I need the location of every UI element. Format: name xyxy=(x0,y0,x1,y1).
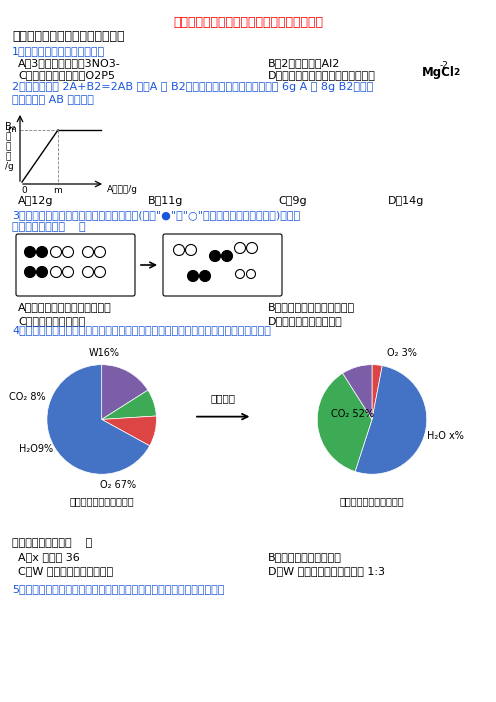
Wedge shape xyxy=(102,416,156,446)
Text: MgCl: MgCl xyxy=(422,66,455,79)
Text: 一、初中化学质量守恒定律选择题: 一、初中化学质量守恒定律选择题 xyxy=(12,30,124,43)
Text: 0: 0 xyxy=(21,186,27,195)
Text: B．该反应属于化合反应: B．该反应属于化合反应 xyxy=(268,552,342,562)
FancyBboxPatch shape xyxy=(163,234,282,296)
Text: m: m xyxy=(7,126,16,135)
Text: B．反应后分子种类没有改变: B．反应后分子种类没有改变 xyxy=(268,302,355,312)
Text: A的质量/g: A的质量/g xyxy=(107,185,138,194)
Text: C．W 由碳、氢两种元素组成: C．W 由碳、氢两种元素组成 xyxy=(18,566,113,576)
Circle shape xyxy=(199,270,210,282)
Wedge shape xyxy=(47,364,150,474)
Wedge shape xyxy=(343,364,372,419)
Text: 初三化学质量守恒定律培优达标检测卷含答案: 初三化学质量守恒定律培优达标检测卷含答案 xyxy=(173,16,323,29)
Text: H₂O9%: H₂O9% xyxy=(19,444,53,454)
Wedge shape xyxy=(372,364,382,419)
Text: CO₂ 8%: CO₂ 8% xyxy=(9,392,46,402)
Circle shape xyxy=(236,270,245,279)
Circle shape xyxy=(82,246,94,258)
Text: O₂ 67%: O₂ 67% xyxy=(100,480,136,490)
Wedge shape xyxy=(355,366,427,474)
Text: D．14g: D．14g xyxy=(388,196,425,206)
Text: 5．图反映了某个化学反应各物质质量与时间的关系，下列描述正确的是: 5．图反映了某个化学反应各物质质量与时间的关系，下列描述正确的是 xyxy=(12,584,224,594)
Title: 反应后各物质的质量分数: 反应后各物质的质量分数 xyxy=(340,496,404,506)
Text: 下列说法正确的是（    ）: 下列说法正确的是（ ） xyxy=(12,538,92,548)
Text: B．11g: B．11g xyxy=(148,196,184,206)
Text: CO₂ 52%: CO₂ 52% xyxy=(331,409,374,418)
Circle shape xyxy=(222,251,233,262)
Text: C．9g: C．9g xyxy=(278,196,307,206)
Text: C．反应后分子数增多: C．反应后分子数增多 xyxy=(18,316,85,326)
Wedge shape xyxy=(317,373,372,472)
Circle shape xyxy=(82,267,94,277)
Circle shape xyxy=(235,242,246,253)
Title: 反应前各物质的质量分数: 反应前各物质的质量分数 xyxy=(69,496,134,506)
Text: A．12g: A．12g xyxy=(18,196,54,206)
Circle shape xyxy=(62,267,73,277)
Text: A．x 的值为 36: A．x 的值为 36 xyxy=(18,552,80,562)
Text: W16%: W16% xyxy=(89,348,120,359)
Circle shape xyxy=(247,270,255,279)
Text: -2: -2 xyxy=(440,61,449,70)
Text: 的: 的 xyxy=(5,132,10,141)
Wedge shape xyxy=(102,364,148,419)
Text: m: m xyxy=(54,186,62,195)
Wedge shape xyxy=(102,390,156,419)
Text: 一定条件: 一定条件 xyxy=(211,393,236,404)
Circle shape xyxy=(187,270,198,282)
Text: 4．一定条件下，在一个密闭容器内发生某反应，测得反应前后各物质的质量如图所示：: 4．一定条件下，在一个密闭容器内发生某反应，测得反应前后各物质的质量如图所示： xyxy=(12,325,271,335)
Text: /g: /g xyxy=(5,162,14,171)
Text: D．该反应属于分解反应: D．该反应属于分解反应 xyxy=(268,316,343,326)
Text: 质: 质 xyxy=(5,142,10,151)
Text: D．标出氯化镁中氯元素的化合价：: D．标出氯化镁中氯元素的化合价： xyxy=(268,70,376,80)
Text: O₂ 3%: O₂ 3% xyxy=(387,348,417,359)
Text: 说法不正确的是（    ）: 说法不正确的是（ ） xyxy=(12,222,86,232)
Circle shape xyxy=(51,267,62,277)
Text: C．五氧化二磷分子：O2P5: C．五氧化二磷分子：O2P5 xyxy=(18,70,115,80)
Text: 2: 2 xyxy=(453,68,459,77)
Text: B．2个铝原子：Al2: B．2个铝原子：Al2 xyxy=(268,58,340,68)
Text: 量: 量 xyxy=(5,152,10,161)
Text: A．该反应前后涉及到三种物质: A．该反应前后涉及到三种物质 xyxy=(18,302,112,312)
Circle shape xyxy=(174,244,185,256)
Text: B₂: B₂ xyxy=(5,122,16,132)
Circle shape xyxy=(51,246,62,258)
Text: 3．某反应前后分子变化的微观示意图如下(图中"●"和"○"分别代表不同元素的原子)，下列: 3．某反应前后分子变化的微观示意图如下(图中"●"和"○"分别代表不同元素的原子… xyxy=(12,210,300,220)
Circle shape xyxy=(62,246,73,258)
Text: 应，则生成 AB 的质量是: 应，则生成 AB 的质量是 xyxy=(12,94,94,104)
Circle shape xyxy=(95,267,106,277)
Circle shape xyxy=(247,242,257,253)
Text: H₂O x%: H₂O x% xyxy=(428,430,464,441)
Circle shape xyxy=(37,267,48,277)
Circle shape xyxy=(37,246,48,258)
Text: A．3个硝酸根离子：3NO3-: A．3个硝酸根离子：3NO3- xyxy=(18,58,121,68)
Text: 2．在化学反应 2A+B2=2AB 中，A 与 B2反应的质量关系如图所示，现将 6g A 和 8g B2充分反: 2．在化学反应 2A+B2=2AB 中，A 与 B2反应的质量关系如图所示，现将… xyxy=(12,82,373,92)
FancyBboxPatch shape xyxy=(16,234,135,296)
Circle shape xyxy=(24,246,36,258)
Circle shape xyxy=(186,244,196,256)
Circle shape xyxy=(24,267,36,277)
Circle shape xyxy=(95,246,106,258)
Circle shape xyxy=(209,251,221,262)
Text: 1．下列化学用语书写正确的是: 1．下列化学用语书写正确的是 xyxy=(12,46,105,56)
Text: D．W 中碳、氢元素质量比为 1:3: D．W 中碳、氢元素质量比为 1:3 xyxy=(268,566,385,576)
